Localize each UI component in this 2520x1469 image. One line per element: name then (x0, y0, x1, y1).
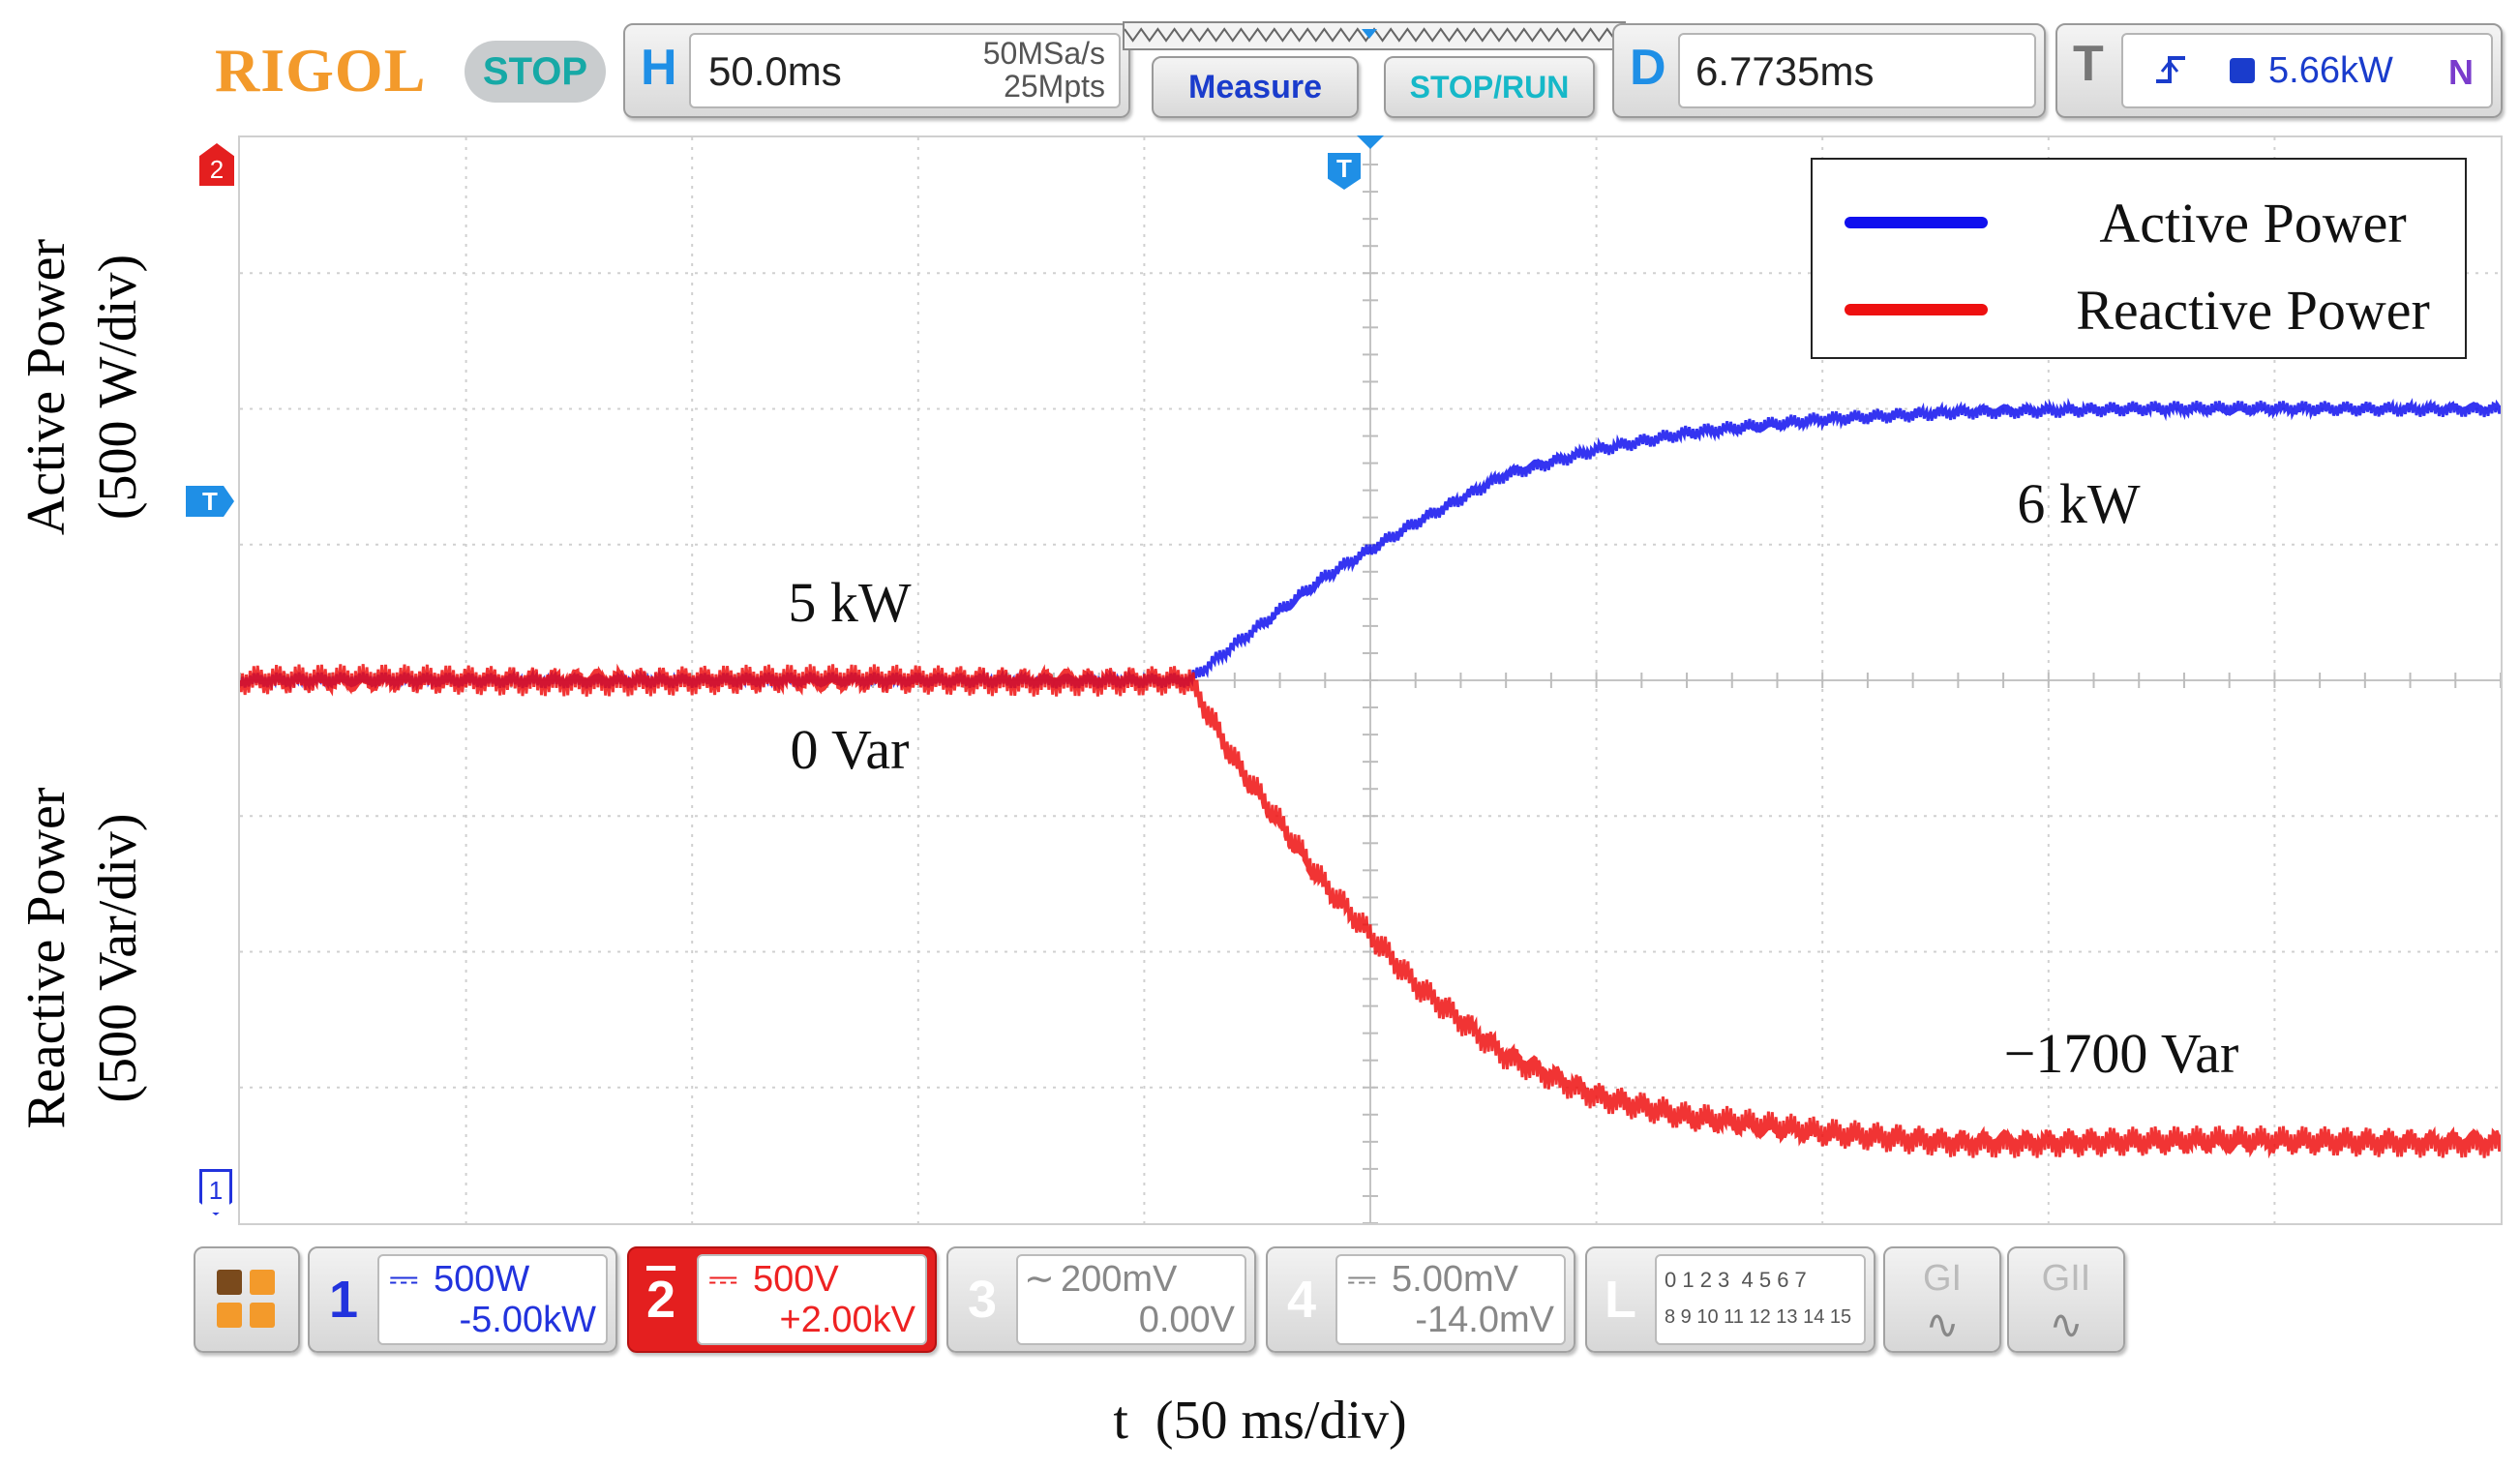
waveform-display[interactable]: Active Power Reactive Power 5 kW 0 Var 6 kW −… (238, 135, 2503, 1225)
channel-3-settings[interactable]: 3 ∼ 200mV 0.00V (946, 1246, 1256, 1353)
decoder-1-label: GI (1922, 1258, 1963, 1299)
horizontal-settings[interactable]: H 50.0ms 50MSa/s 25Mpts (623, 23, 1130, 118)
decoder-1-button[interactable]: GI ∿ (1883, 1246, 2001, 1353)
annotation-label: 0 Var (791, 718, 910, 781)
channel-1-settings[interactable]: 1 ⎓ 500W -5.00kW (308, 1246, 617, 1353)
channel-3-scale: 200mV (1061, 1259, 1178, 1300)
channel-3-coupling-icon: ∼ (1024, 1259, 1055, 1300)
legend-box (1811, 158, 2467, 359)
ch1-marker[interactable]: 1 (199, 1169, 232, 1215)
delay-letter: D (1630, 40, 1666, 96)
y-axis-label-reactive: Reactive Power (500 Var/div) (0, 706, 174, 1210)
trigger-source-icon (2230, 58, 2255, 83)
channel-2-offset: +2.00kV (779, 1300, 916, 1340)
menu-button[interactable] (194, 1246, 300, 1353)
memory-zigzag (1124, 27, 1625, 43)
decoder-1-wave-icon: ∿ (1925, 1302, 1960, 1347)
channel-4-settings[interactable]: 4 ⎓ 5.00mV -14.0mV (1266, 1246, 1575, 1353)
measure-button[interactable]: Measure (1152, 56, 1359, 118)
x-axis-label: t (50 ms/div) (1113, 1391, 1407, 1451)
measure-label: Measure (1188, 68, 1322, 105)
logic-channels-row1: 0 1 2 3 4 5 6 7 (1665, 1268, 1807, 1292)
trigger-readout: 5.66kW N (2121, 33, 2493, 108)
y-axis-label-reactive-line1: Reactive Power (16, 787, 76, 1128)
channel-3-number: 3 (968, 1271, 998, 1329)
decoder-2-wave-icon: ∿ (2049, 1302, 2084, 1347)
timebase-value: 50.0ms (708, 48, 842, 94)
channel-2-number: 2 (646, 1271, 676, 1329)
trigger-level: 5.66kW (2268, 50, 2393, 91)
y-axis-label-active-line1: Active Power (16, 238, 76, 535)
trigger-level-marker[interactable]: T (186, 486, 234, 517)
channel-4-number: 4 (1287, 1271, 1317, 1329)
decoder-2-button[interactable]: GII ∿ (2007, 1246, 2125, 1353)
trigger-position-marker[interactable]: T (1328, 153, 1361, 190)
logic-readout: 0 1 2 3 4 5 6 7 8 9 10 11 12 13 14 15 (1655, 1254, 1866, 1345)
channel-4-offset: -14.0mV (1415, 1300, 1554, 1340)
brand-logo: RIGOL (215, 36, 427, 105)
y-axis-label-active: Active Power (500 W/div) (0, 135, 174, 639)
trigger-position-arrow-icon (1357, 135, 1384, 149)
channel-3-offset: 0.00V (1138, 1300, 1235, 1340)
delay-readout: 6.7735ms (1678, 33, 2036, 108)
delay-value: 6.7735ms (1695, 48, 1875, 94)
waveform-svg: Active Power Reactive Power 5 kW 0 Var 6 kW −… (238, 136, 2503, 1224)
run-state-badge[interactable]: STOP (465, 41, 606, 103)
channel-1-offset: -5.00kW (459, 1300, 596, 1340)
sample-rate: 50MSa/s (982, 36, 1105, 71)
delay-settings[interactable]: D 6.7735ms (1612, 23, 2046, 118)
rising-edge-icon (2156, 56, 2185, 83)
channel-2-coupling-icon: ⎓ (708, 1259, 738, 1300)
channel-1-scale: 500W (434, 1259, 530, 1300)
legend-label: Reactive Power (2076, 279, 2430, 342)
stop-run-button[interactable]: STOP/RUN (1384, 56, 1595, 118)
ch2-marker[interactable]: 2 (199, 143, 234, 186)
channel-4-coupling-icon: ⎓ (1347, 1259, 1377, 1300)
channel-2-readout: ⎓ 500V +2.00kV (697, 1254, 927, 1345)
memory-position-strip[interactable] (1123, 21, 1626, 50)
y-axis-label-active-line2: (500 W/div) (88, 255, 148, 520)
traces: Active Power Reactive Power 5 kW 0 Var 6 kW −… (238, 158, 2503, 1159)
memory-depth: 25Mpts (1004, 69, 1105, 104)
annotation-label: −1700 Var (2004, 1022, 2239, 1085)
channel-1-readout: ⎓ 500W -5.00kW (377, 1254, 608, 1345)
stop-run-label: STOP/RUN (1409, 69, 1570, 105)
trigger-letter: T (2073, 36, 2104, 92)
y-axis-label-reactive-line2: (500 Var/div) (88, 813, 148, 1102)
channel-2-settings[interactable]: 2 ⎓ 500V +2.00kV (627, 1246, 937, 1353)
horizontal-readout: 50.0ms 50MSa/s 25Mpts (689, 33, 1121, 108)
channel-1-number: 1 (329, 1271, 359, 1329)
decoder-2-label: GII (2041, 1258, 2091, 1299)
logic-channels-row2: 8 9 10 11 12 13 14 15 (1665, 1306, 1852, 1328)
annotation-label: 5 kW (788, 571, 912, 634)
trace-reactive-power (238, 663, 2503, 1159)
trigger-mode: N (2448, 52, 2474, 92)
legend-label: Active Power (2099, 192, 2406, 255)
channel-2-scale: 500V (753, 1259, 839, 1300)
horizontal-letter: H (641, 40, 677, 96)
menu-grid-icon (217, 1270, 277, 1330)
legend: Active Power Reactive Power (1811, 158, 2467, 359)
memory-position-marker (1362, 29, 1377, 39)
channel-1-coupling-icon: ⎓ (389, 1259, 419, 1300)
channel-4-readout: ⎓ 5.00mV -14.0mV (1335, 1254, 1566, 1345)
annotation-label: 6 kW (2017, 472, 2141, 535)
logic-analyzer-settings[interactable]: L 0 1 2 3 4 5 6 7 8 9 10 11 12 13 14 15 (1585, 1246, 1875, 1353)
logic-letter: L (1605, 1271, 1636, 1329)
channel-3-readout: ∼ 200mV 0.00V (1016, 1254, 1246, 1345)
trigger-settings[interactable]: T 5.66kW N (2055, 23, 2503, 118)
channel-4-scale: 5.00mV (1392, 1259, 1518, 1300)
